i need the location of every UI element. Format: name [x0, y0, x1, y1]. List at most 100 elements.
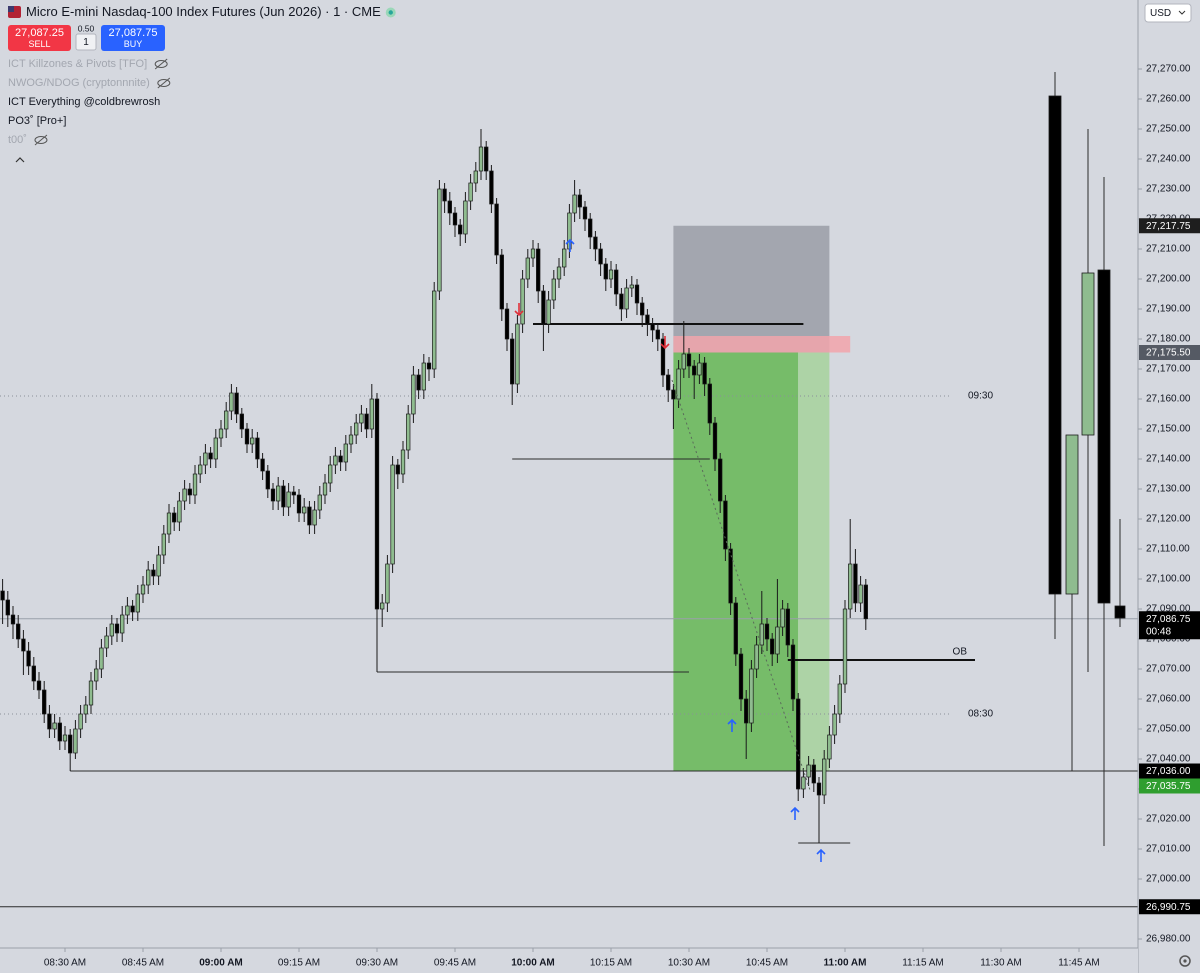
time-axis [0, 948, 1138, 973]
candle-body [166, 512, 172, 535]
candle-body [582, 206, 588, 220]
axis-layer: 26,980.0026,990.0027,000.0027,010.0027,0… [44, 64, 1200, 969]
candle-body [837, 683, 842, 715]
candle-body [588, 218, 593, 238]
po3-layer [1048, 72, 1126, 846]
candle-body [712, 422, 718, 460]
y-tick-label: 27,180.00 [1146, 334, 1191, 345]
position-layer [673, 225, 851, 771]
candle-body [801, 776, 806, 790]
y-tick-label: 27,070.00 [1146, 664, 1191, 675]
currency: USD [1150, 8, 1171, 19]
y-tick-label: 27,020.00 [1146, 814, 1191, 825]
collapse-chevron[interactable] [15, 157, 25, 163]
candle-body [421, 362, 426, 391]
candle-body [328, 464, 333, 484]
candle-body [624, 287, 629, 310]
x-tick-label: 10:00 AM [511, 958, 555, 969]
price-tag-label: 27,217.75 [1146, 221, 1191, 232]
candle-body [634, 284, 640, 304]
candle-body [614, 269, 619, 295]
sell-arrow [660, 336, 670, 350]
y-tick-label: 27,230.00 [1146, 184, 1191, 195]
hidden-eye-slash [154, 58, 168, 70]
y-tick-label: 27,060.00 [1146, 694, 1191, 705]
candle-body [744, 698, 749, 724]
candle-body [99, 647, 104, 670]
candle-body [172, 512, 177, 523]
buy-button[interactable] [101, 25, 165, 51]
market-open-dot-core [388, 10, 393, 15]
candle-body [260, 458, 265, 472]
y-tick-label: 27,130.00 [1146, 484, 1191, 495]
candle-body [406, 413, 411, 451]
countdown: 00:48 [1146, 626, 1171, 637]
buy-price: 27,087.75 [109, 27, 158, 39]
indicator-name: t00˚ [8, 134, 27, 146]
candle-body [338, 455, 343, 463]
candle-body [562, 248, 567, 268]
currency-button[interactable] [1144, 3, 1192, 23]
candle-body [385, 563, 390, 604]
candle-body [598, 248, 603, 265]
candle-body [832, 713, 837, 736]
candle-body [686, 353, 692, 367]
candle-body [88, 680, 94, 706]
hidden-eye-icon[interactable] [154, 60, 168, 68]
indicator-name: ICT Everything @coldbrewrosh [8, 96, 160, 108]
candle-body [489, 170, 494, 205]
target-zone-open [798, 352, 830, 771]
price-tag [1139, 218, 1200, 234]
candle-body [135, 593, 140, 613]
candle-body [556, 266, 562, 280]
candle-body [307, 506, 312, 526]
candle-body [395, 464, 400, 475]
candle-body [302, 506, 307, 514]
hidden-eye-icon[interactable] [157, 79, 171, 87]
candle-body [452, 212, 458, 226]
candle-body [640, 302, 645, 316]
candle-body [57, 722, 62, 742]
candle-body [156, 554, 161, 577]
sell-button[interactable] [8, 25, 71, 51]
candle-body [322, 482, 328, 496]
candle-body [234, 392, 239, 415]
candle-body [239, 413, 244, 430]
price-tag-label: 27,175.50 [1146, 348, 1191, 359]
candle-body [359, 413, 364, 424]
candle-body [109, 623, 114, 637]
y-tick-label: 27,050.00 [1146, 724, 1191, 735]
quantity: 1 [83, 37, 89, 48]
candle-body [822, 758, 827, 796]
quantity-box[interactable] [75, 33, 97, 51]
price-tag [1139, 611, 1200, 640]
y-tick-label: 27,200.00 [1146, 274, 1191, 285]
candle-body [551, 278, 556, 301]
candle-body [520, 278, 525, 325]
candle-body [244, 428, 250, 445]
x-tick-label: 09:45 AM [434, 958, 476, 969]
candle-body [785, 608, 790, 646]
candle-body [749, 668, 754, 724]
candle-body [790, 644, 796, 700]
y-tick-label: 26,980.00 [1146, 934, 1191, 945]
hidden-eye-icon[interactable] [34, 136, 48, 144]
candle-body [738, 653, 744, 700]
settings-icon[interactable] [1179, 955, 1191, 967]
candle-body [312, 509, 317, 526]
projection-line [671, 379, 811, 791]
candle-body [473, 170, 478, 184]
candle-body [707, 383, 712, 424]
candle-body [541, 290, 546, 325]
candle-body [104, 635, 109, 649]
candle-body [718, 458, 723, 502]
candle-body [499, 254, 504, 310]
candle-body [286, 491, 291, 508]
candle-body [447, 200, 452, 214]
candle-body [26, 650, 31, 667]
candle-body [478, 146, 484, 172]
candle-body [811, 764, 816, 784]
candle-body [68, 734, 73, 754]
candle-body [525, 257, 530, 280]
candle-body [140, 584, 146, 595]
